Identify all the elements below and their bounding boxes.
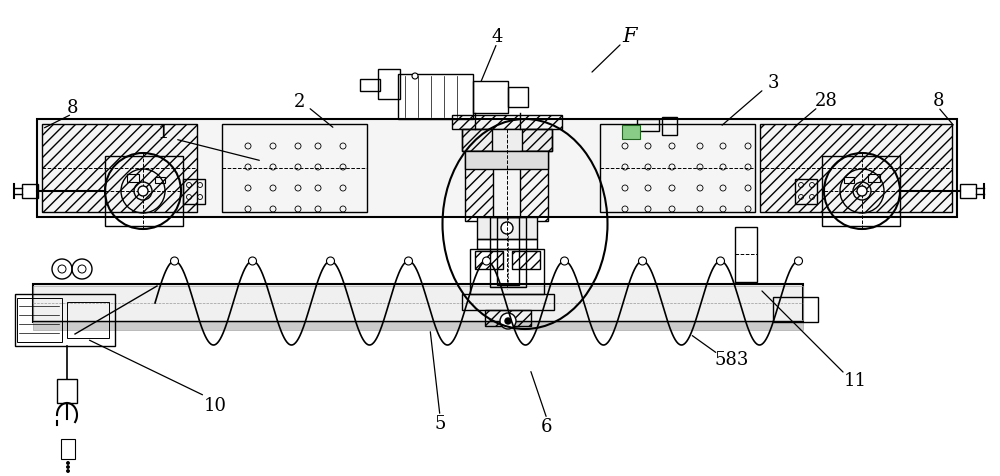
Bar bbox=[465, 152, 548, 169]
Text: 11: 11 bbox=[844, 371, 866, 389]
Bar bbox=[473, 82, 508, 114]
Bar bbox=[222, 125, 367, 213]
Text: 4: 4 bbox=[491, 28, 503, 46]
Bar bbox=[760, 125, 952, 213]
Bar bbox=[844, 178, 854, 184]
Bar bbox=[398, 75, 473, 120]
Circle shape bbox=[138, 187, 148, 197]
Bar bbox=[127, 175, 139, 183]
Bar bbox=[508, 88, 528, 108]
Circle shape bbox=[327, 258, 335, 266]
Text: 5: 5 bbox=[434, 414, 446, 432]
Text: 6: 6 bbox=[541, 417, 553, 435]
Circle shape bbox=[500, 313, 516, 329]
Circle shape bbox=[412, 74, 418, 80]
Bar bbox=[868, 175, 880, 183]
Bar bbox=[61, 439, 75, 459]
Bar bbox=[183, 179, 205, 205]
Bar bbox=[37, 120, 957, 218]
Bar bbox=[622, 126, 640, 140]
Circle shape bbox=[560, 258, 568, 266]
Circle shape bbox=[716, 258, 724, 266]
Circle shape bbox=[249, 258, 257, 266]
Circle shape bbox=[67, 469, 70, 473]
Text: 28: 28 bbox=[815, 92, 837, 110]
Bar bbox=[522, 130, 552, 152]
Text: 10: 10 bbox=[204, 396, 227, 414]
Bar bbox=[452, 116, 562, 130]
Circle shape bbox=[405, 258, 413, 266]
Circle shape bbox=[505, 318, 511, 324]
Circle shape bbox=[794, 258, 802, 266]
Bar bbox=[600, 125, 755, 213]
Bar bbox=[960, 185, 976, 198]
Bar bbox=[33, 322, 803, 330]
Bar bbox=[465, 152, 493, 221]
Bar bbox=[15, 294, 115, 346]
Text: 1: 1 bbox=[157, 124, 169, 142]
Bar bbox=[33, 287, 803, 320]
Bar bbox=[512, 251, 540, 269]
Text: 3: 3 bbox=[767, 74, 779, 92]
Text: 583: 583 bbox=[715, 350, 749, 368]
Bar bbox=[477, 218, 537, 239]
Bar bbox=[33, 284, 803, 322]
Bar bbox=[105, 157, 183, 227]
Bar bbox=[490, 218, 526, 288]
Circle shape bbox=[67, 466, 70, 468]
Bar bbox=[773, 298, 818, 322]
Bar bbox=[42, 125, 197, 213]
Bar bbox=[57, 379, 77, 403]
Text: 8: 8 bbox=[66, 99, 78, 117]
Bar bbox=[462, 294, 554, 310]
Bar bbox=[470, 249, 544, 294]
Circle shape bbox=[483, 258, 491, 266]
Text: 8: 8 bbox=[932, 92, 944, 110]
Bar bbox=[67, 302, 109, 338]
Bar bbox=[462, 130, 492, 152]
Circle shape bbox=[67, 462, 70, 465]
Circle shape bbox=[639, 258, 646, 266]
Text: F: F bbox=[623, 28, 637, 46]
Bar bbox=[520, 152, 548, 221]
Bar bbox=[360, 80, 380, 92]
Circle shape bbox=[857, 187, 867, 197]
Bar bbox=[155, 178, 165, 184]
Bar bbox=[735, 228, 757, 282]
Bar bbox=[497, 218, 519, 286]
Bar bbox=[475, 251, 503, 269]
Circle shape bbox=[171, 258, 179, 266]
Bar bbox=[662, 118, 677, 136]
Text: 2: 2 bbox=[293, 93, 305, 111]
Bar bbox=[17, 298, 62, 342]
Bar bbox=[637, 120, 659, 132]
Bar bbox=[378, 70, 400, 100]
Bar bbox=[22, 185, 38, 198]
Bar bbox=[462, 130, 552, 152]
Bar bbox=[822, 157, 900, 227]
Bar bbox=[795, 179, 817, 205]
Bar bbox=[485, 310, 531, 327]
Circle shape bbox=[501, 223, 513, 235]
Bar bbox=[477, 239, 537, 249]
